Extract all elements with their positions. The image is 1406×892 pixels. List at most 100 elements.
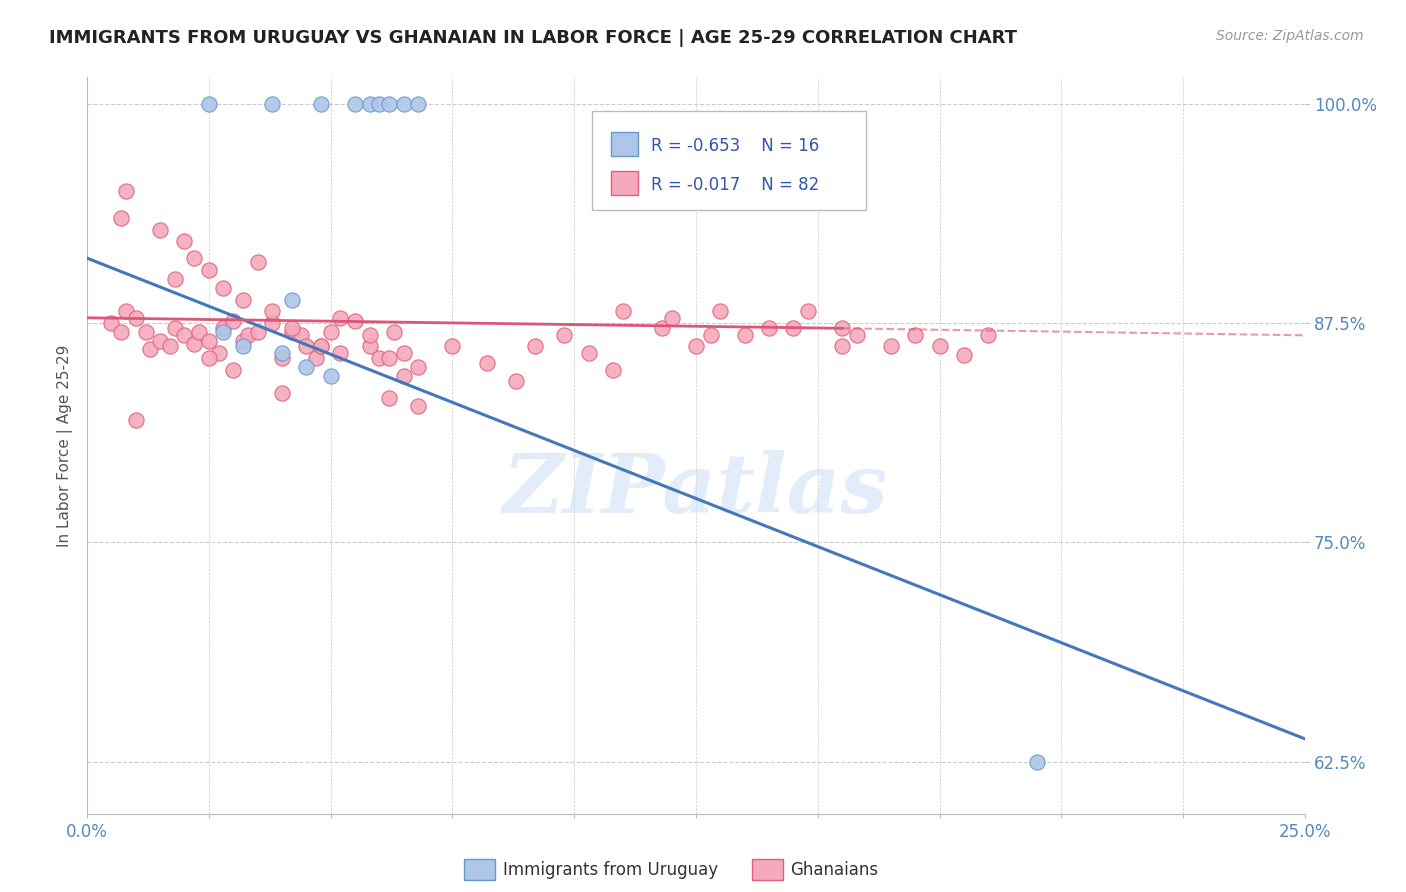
Point bbox=[392, 346, 415, 360]
Point bbox=[831, 339, 853, 353]
Point bbox=[198, 96, 221, 111]
Point bbox=[309, 339, 332, 353]
Point bbox=[135, 325, 157, 339]
Point bbox=[110, 325, 132, 339]
Point bbox=[343, 314, 366, 328]
Point bbox=[295, 339, 318, 353]
Point bbox=[149, 334, 172, 348]
Point bbox=[309, 339, 332, 353]
Point bbox=[699, 328, 721, 343]
Point bbox=[319, 325, 342, 339]
Point bbox=[319, 368, 342, 383]
Point bbox=[392, 96, 415, 111]
Point bbox=[1026, 755, 1049, 769]
Point bbox=[359, 96, 381, 111]
Point bbox=[163, 272, 186, 286]
Point bbox=[709, 303, 731, 318]
Point bbox=[163, 321, 186, 335]
Point bbox=[222, 314, 245, 328]
Point bbox=[797, 303, 820, 318]
Point bbox=[831, 321, 853, 335]
FancyBboxPatch shape bbox=[592, 111, 866, 211]
Text: ZIPatlas: ZIPatlas bbox=[503, 450, 889, 530]
Point bbox=[125, 412, 148, 426]
Text: R = -0.653    N = 16: R = -0.653 N = 16 bbox=[651, 137, 820, 155]
Point bbox=[612, 303, 634, 318]
Bar bbox=[610, 132, 637, 156]
Point bbox=[359, 339, 381, 353]
Point bbox=[904, 328, 927, 343]
Point bbox=[236, 328, 259, 343]
Point bbox=[271, 346, 294, 360]
Point bbox=[198, 351, 221, 366]
Point bbox=[408, 399, 430, 413]
Text: Ghanaians: Ghanaians bbox=[790, 861, 879, 879]
Point bbox=[125, 310, 148, 325]
Point bbox=[262, 316, 284, 330]
Point bbox=[343, 96, 366, 111]
Point bbox=[685, 339, 707, 353]
Point bbox=[246, 325, 269, 339]
Text: Immigrants from Uruguay: Immigrants from Uruguay bbox=[503, 861, 718, 879]
Point bbox=[578, 346, 600, 360]
Point bbox=[173, 328, 195, 343]
Point bbox=[173, 234, 195, 248]
Point bbox=[368, 351, 391, 366]
Point bbox=[139, 343, 162, 357]
Point bbox=[183, 337, 205, 351]
Y-axis label: In Labor Force | Age 25-29: In Labor Force | Age 25-29 bbox=[58, 344, 73, 547]
Point bbox=[280, 293, 302, 308]
Point bbox=[408, 359, 430, 374]
Point bbox=[359, 328, 381, 343]
Point bbox=[309, 96, 332, 111]
Point bbox=[408, 96, 430, 111]
Point bbox=[758, 321, 780, 335]
Point bbox=[262, 303, 284, 318]
Text: R = -0.017    N = 82: R = -0.017 N = 82 bbox=[651, 176, 820, 194]
Point bbox=[212, 281, 235, 295]
Point bbox=[262, 96, 284, 111]
Point bbox=[524, 339, 547, 353]
Point bbox=[232, 334, 254, 348]
Point bbox=[232, 293, 254, 308]
Point bbox=[953, 348, 976, 362]
Point bbox=[183, 251, 205, 265]
Point bbox=[305, 351, 328, 366]
Point bbox=[188, 325, 211, 339]
Point bbox=[100, 316, 122, 330]
Point bbox=[212, 325, 235, 339]
Point bbox=[271, 386, 294, 401]
Point bbox=[222, 363, 245, 377]
Point bbox=[115, 185, 138, 199]
Point bbox=[441, 339, 464, 353]
Point bbox=[553, 328, 575, 343]
Point bbox=[271, 351, 294, 366]
Point bbox=[734, 328, 756, 343]
Point bbox=[198, 263, 221, 277]
Point bbox=[977, 328, 1000, 343]
Point bbox=[232, 339, 254, 353]
Point bbox=[295, 359, 318, 374]
Point bbox=[880, 339, 903, 353]
Point bbox=[149, 223, 172, 237]
Point bbox=[329, 310, 352, 325]
Point bbox=[159, 339, 181, 353]
Point bbox=[207, 346, 229, 360]
Point bbox=[378, 351, 401, 366]
Point bbox=[368, 96, 391, 111]
Point bbox=[110, 211, 132, 225]
Point bbox=[382, 325, 405, 339]
Point bbox=[378, 392, 401, 406]
Point bbox=[651, 321, 673, 335]
Point bbox=[661, 310, 683, 325]
Point bbox=[845, 328, 868, 343]
Point bbox=[280, 321, 302, 335]
Point bbox=[115, 303, 138, 318]
Point bbox=[782, 321, 804, 335]
Point bbox=[602, 363, 624, 377]
Text: Source: ZipAtlas.com: Source: ZipAtlas.com bbox=[1216, 29, 1364, 43]
Point bbox=[475, 356, 498, 370]
Bar bbox=[610, 171, 637, 195]
Point bbox=[378, 96, 401, 111]
Text: IMMIGRANTS FROM URUGUAY VS GHANAIAN IN LABOR FORCE | AGE 25-29 CORRELATION CHART: IMMIGRANTS FROM URUGUAY VS GHANAIAN IN L… bbox=[49, 29, 1017, 46]
